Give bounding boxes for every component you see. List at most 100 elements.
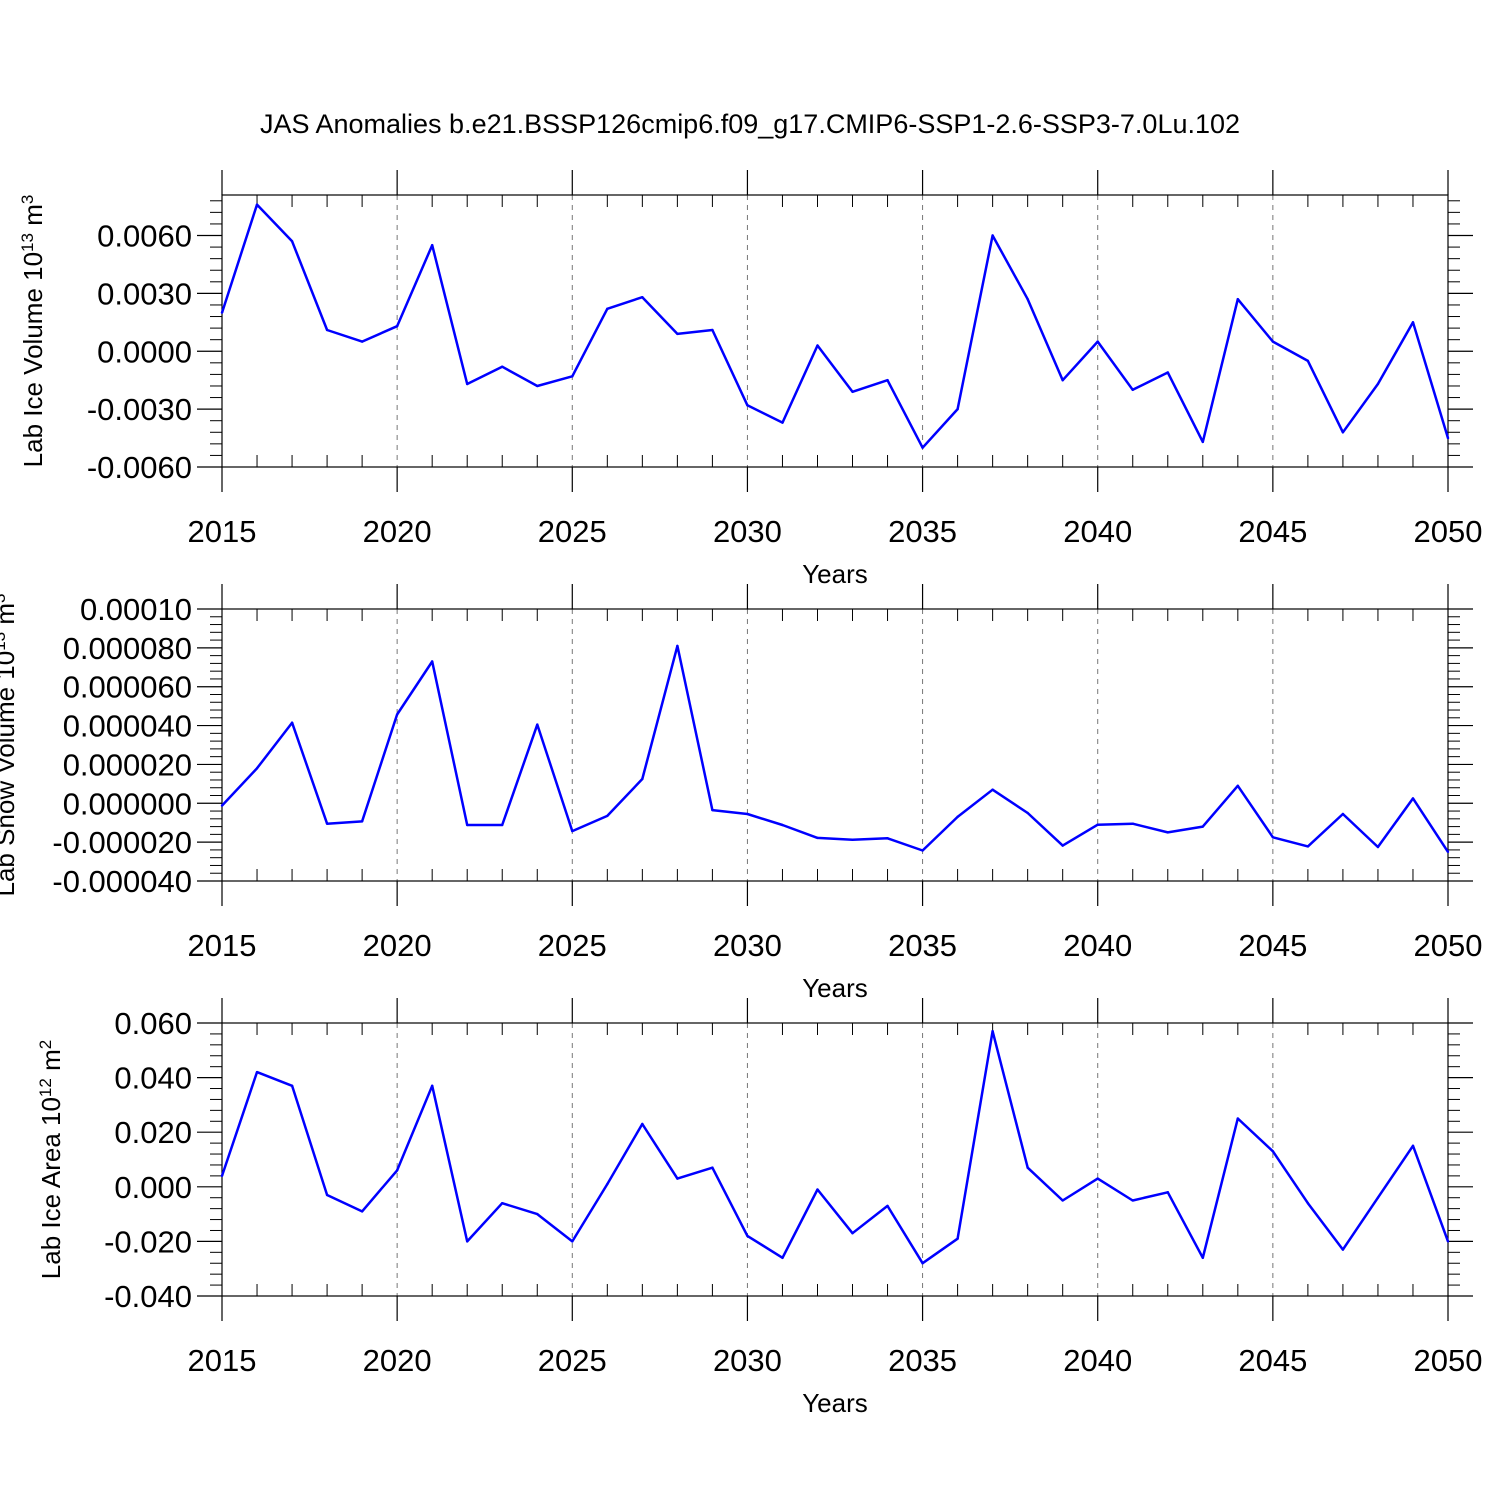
data-point: [290, 240, 294, 243]
data-point: [360, 1210, 364, 1213]
plot-frame: [221, 1022, 1449, 1297]
x-tick-label: 2040: [1063, 514, 1132, 549]
data-point: [430, 243, 434, 247]
data-point: [746, 404, 749, 407]
data-point: [921, 1262, 924, 1265]
y-axis-label-main: Lab Ice Volume 10: [18, 252, 48, 467]
series-line: [220, 203, 1450, 449]
panel-2: -0.000040-0.0000200.0000000.0000200.0000…: [0, 584, 1482, 1003]
data-point: [1026, 1166, 1029, 1169]
data-point: [676, 1177, 679, 1180]
data-point: [325, 328, 329, 332]
data-point: [921, 849, 924, 852]
data-point: [991, 788, 994, 791]
y-tick-label: 0.000080: [63, 631, 192, 666]
data-point: [290, 721, 294, 724]
data-point: [711, 1166, 714, 1169]
data-point: [290, 1084, 294, 1087]
data-point: [571, 829, 574, 833]
data-point: [466, 382, 469, 386]
data-point: [360, 820, 364, 823]
y-tick-label: 0.000020: [63, 747, 192, 782]
x-tick-label: 2040: [1063, 1343, 1132, 1378]
data-point: [956, 1237, 959, 1240]
x-tick-label: 2015: [188, 1343, 257, 1378]
data-point: [1061, 1199, 1064, 1202]
data-point: [1061, 378, 1064, 382]
data-point: [781, 421, 784, 424]
x-tick-label: 2035: [888, 928, 957, 963]
x-tick-label: 2030: [713, 928, 782, 963]
data-point: [1131, 1199, 1134, 1202]
data-point: [851, 1232, 854, 1235]
data-point: [1061, 844, 1064, 847]
chart-title: JAS Anomalies b.e21.BSSP126cmip6.f09_g17…: [260, 109, 1240, 139]
x-tick-label: 2035: [888, 1343, 957, 1378]
data-point: [711, 328, 714, 332]
y-tick-label: 0.040: [114, 1061, 192, 1096]
data-point: [325, 822, 329, 825]
data-point: [255, 1070, 259, 1074]
data-point: [1341, 1248, 1345, 1251]
data-point: [851, 390, 854, 393]
data-point: [886, 1204, 889, 1208]
data-point: [1131, 388, 1134, 392]
y-axis-label-exp: 13: [0, 632, 9, 651]
y-axis-label-unit-exp: 2: [36, 1040, 55, 1049]
data-point: [430, 1084, 434, 1087]
data-point: [641, 1122, 644, 1126]
x-tick-label: 2025: [538, 514, 607, 549]
data-point: [395, 1169, 399, 1172]
data-point: [816, 836, 819, 840]
data-point: [536, 1212, 539, 1216]
y-tick-label: 0.000040: [63, 709, 192, 744]
x-tick-label: 2050: [1414, 928, 1483, 963]
x-tick-label: 2030: [713, 1343, 782, 1378]
data-point: [1096, 823, 1099, 826]
data-point: [1236, 784, 1240, 787]
panel-1: -0.0060 -0.0030 0.0000 0.0030 0.0060 2015 2020…: [18, 170, 1482, 589]
plot-frame: [221, 608, 1449, 882]
data-point: [1341, 812, 1345, 816]
data-point: [1341, 431, 1345, 434]
x-tick-label: 2020: [363, 514, 432, 549]
data-point: [1411, 321, 1415, 324]
y-axis-label: Lab Ice Area 1012 m2: [36, 1040, 67, 1279]
data-point: [606, 307, 609, 311]
y-tick-label: 0.00010: [80, 592, 192, 627]
data-point: [1166, 1191, 1169, 1194]
y-tick-label: 0.000: [114, 1170, 192, 1205]
x-tick-label: 2015: [188, 514, 257, 549]
data-point: [1166, 371, 1169, 374]
data-point: [1446, 1240, 1450, 1243]
data-point: [991, 234, 994, 237]
data-point: [395, 713, 399, 716]
x-axis-label: Years: [802, 1388, 868, 1418]
y-tick-label: 0.0030: [97, 276, 192, 311]
x-tick-label: 2035: [888, 514, 957, 549]
panel-3: -0.040 -0.020 0.000 0.020 0.040 0.060 2015 2020…: [36, 998, 1482, 1418]
data-point: [991, 1029, 994, 1033]
data-point: [220, 804, 224, 807]
data-point: [1271, 340, 1275, 343]
x-tick-label: 2045: [1238, 1343, 1307, 1378]
data-point: [571, 1240, 574, 1243]
y-axis-label-unit-exp: 3: [0, 593, 9, 602]
x-tick-label: 2020: [363, 1343, 432, 1378]
data-point: [255, 767, 259, 770]
data-point: [781, 823, 784, 827]
data-point: [1166, 831, 1169, 834]
y-tick-label: 0.000000: [63, 786, 192, 821]
data-point: [1446, 436, 1450, 440]
data-point: [956, 407, 959, 411]
data-point: [220, 1174, 224, 1178]
data-point: [1411, 797, 1415, 800]
data-point: [466, 1240, 469, 1243]
data-point: [781, 1256, 784, 1259]
y-axis-label-main: Lab Ice Area 10: [36, 1097, 66, 1279]
y-tick-label: -0.040: [104, 1279, 192, 1314]
data-point: [641, 777, 644, 781]
x-axis-label: Years: [802, 559, 868, 589]
data-point: [536, 723, 539, 726]
